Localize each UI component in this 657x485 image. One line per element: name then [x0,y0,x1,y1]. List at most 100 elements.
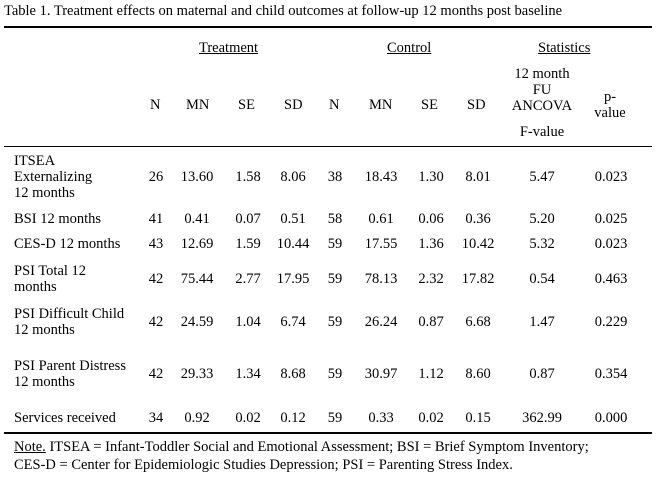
row-label: PSI Total 12 months [14,263,142,295]
table-cell: 0.06 [418,211,444,227]
table-cell: 24.59 [180,314,214,330]
col-header-ancova-line: F-value [519,124,565,140]
table-cell: 5.32 [529,236,555,252]
group-header-control: Control [387,40,432,56]
table-cell: 26.24 [364,314,398,330]
table-cell: 0.51 [280,211,306,227]
row-label-line: CES-D 12 months [14,236,121,252]
col-header-ancova-line: FU [532,82,552,98]
row-label-line: ITSEA [14,153,56,169]
table-cell: 29.33 [180,366,214,382]
col-header-pvalue-line: value [594,105,626,121]
col-header-n-control: N [329,97,340,113]
col-header-ancova-line: ANCOVA [511,98,573,114]
table-cell: 0.000 [594,410,628,426]
table-cell: 10.42 [461,236,495,252]
table-cell: 13.60 [180,169,214,185]
table-cell: 17.55 [364,236,398,252]
table-cell: 5.20 [529,211,555,227]
table-cell: 10.44 [276,236,310,252]
table-cell: 1.47 [529,314,555,330]
table-cell: 59 [327,236,343,252]
col-header-ancova: 12 month FU ANCOVA F-value [500,66,584,140]
table-cell: 59 [327,410,343,426]
table-cell: 2.32 [418,271,444,287]
row-label-line: months [14,279,57,295]
table-cell: 362.99 [522,410,562,426]
table-cell: 0.025 [594,211,628,227]
table-cell: 1.59 [235,236,261,252]
row-label-line: Services received [14,410,116,426]
note-prefix: Note. [14,439,46,455]
note-line-1: ITSEA = Infant-Toddler Social and Emotio… [45,439,589,455]
row-label-line: BSI 12 months [14,211,102,227]
table-cell: 26 [148,169,164,185]
table-cell: 1.04 [235,314,261,330]
table-cell: 0.92 [184,410,210,426]
col-header-sd-control: SD [467,97,486,113]
table-cell: 8.01 [465,169,491,185]
row-label-line: 12 months [14,374,75,390]
table-cell: 0.54 [529,271,555,287]
table-header-rule [4,146,652,147]
table-cell: 0.15 [465,410,491,426]
table-cell: 0.87 [418,314,444,330]
table-cell: 0.229 [594,314,628,330]
table-bottom-rule [4,432,652,434]
row-label-line: PSI Total 12 [14,263,87,279]
table-cell: 78.13 [364,271,398,287]
row-label-line: PSI Parent Distress [14,358,126,374]
table-cell: 8.60 [465,366,491,382]
table-cell: 42 [148,366,164,382]
table-cell: 1.34 [235,366,261,382]
row-label: Services received [14,410,142,426]
row-label-line: PSI Difficult Child [14,306,125,322]
table-cell: 8.68 [280,366,306,382]
row-label: PSI Difficult Child 12 months [14,306,142,338]
table-cell: 0.023 [594,236,628,252]
table-cell: 0.33 [368,410,394,426]
table-cell: 17.82 [461,271,495,287]
table-cell: 2.77 [235,271,261,287]
table-cell: 43 [148,236,164,252]
table-cell: 59 [327,366,343,382]
table-cell: 0.36 [465,211,491,227]
table-note: Note. ITSEA = Infant-Toddler Social and … [14,438,650,474]
row-label: BSI 12 months [14,211,142,227]
table-cell: 0.02 [235,410,261,426]
group-header-statistics: Statistics [538,40,591,56]
table-cell: 6.74 [280,314,306,330]
row-label: ITSEA Externalizing 12 months [14,153,142,201]
table-cell: 1.30 [418,169,444,185]
table-cell: 0.02 [418,410,444,426]
table-cell: 0.463 [594,271,628,287]
table-cell: 75.44 [180,271,214,287]
col-header-pvalue-line: p- [603,89,617,105]
group-header-treatment: Treatment [199,40,259,56]
table-cell: 0.354 [594,366,628,382]
table-cell: 8.06 [280,169,306,185]
table-cell: 58 [327,211,343,227]
table-cell: 38 [327,169,343,185]
table-cell: 17.95 [276,271,310,287]
col-header-pvalue: p- value [588,89,632,121]
table-caption: Table 1. Treatment effects on maternal a… [4,3,563,19]
col-header-n-treatment: N [150,97,161,113]
table-cell: 59 [327,271,343,287]
row-label-line: 12 months [14,185,75,201]
table-cell: 0.61 [368,211,394,227]
col-header-mn-control: MN [369,97,393,113]
table-cell: 0.87 [529,366,555,382]
table-cell: 0.07 [235,211,261,227]
table-cell: 30.97 [364,366,398,382]
col-header-ancova-line: 12 month [514,66,570,82]
table-top-rule [4,26,652,28]
table-cell: 12.69 [180,236,214,252]
table-cell: 42 [148,271,164,287]
row-label-line: 12 months [14,322,75,338]
table-cell: 1.58 [235,169,261,185]
table-cell: 42 [148,314,164,330]
col-header-se-control: SE [421,97,438,113]
table-cell: 18.43 [364,169,398,185]
table-cell: 41 [148,211,164,227]
